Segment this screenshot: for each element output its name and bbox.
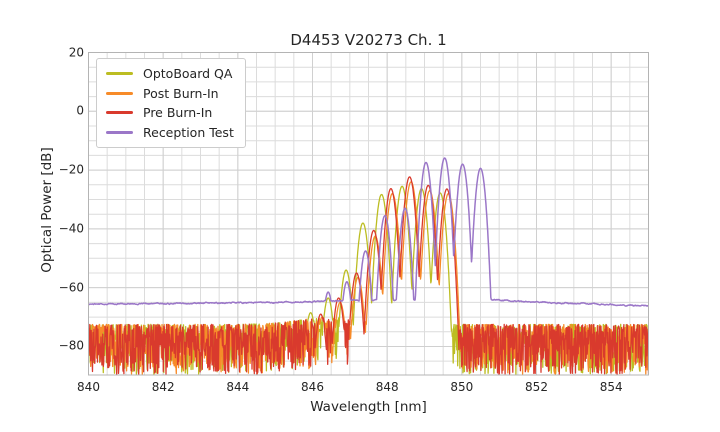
legend-entry-reception-test: Reception Test <box>106 123 234 143</box>
x-tick-label: 854 <box>599 380 623 394</box>
x-tick-label: 840 <box>77 380 100 394</box>
y-tick-label: 20 <box>68 45 84 60</box>
legend: OptoBoard QA Post Burn-In Pre Burn-In Re… <box>96 58 246 148</box>
legend-entry-post-burn-in: Post Burn-In <box>106 84 234 104</box>
legend-label: Pre Burn-In <box>143 105 213 121</box>
y-tick-label: 0 <box>76 104 84 119</box>
x-tick-label: 852 <box>525 380 548 394</box>
y-tick-label: −40 <box>58 221 84 236</box>
legend-line-swatch <box>106 72 133 76</box>
chart-title: D4453 V20273 Ch. 1 <box>290 31 447 49</box>
legend-label: OptoBoard QA <box>143 66 233 82</box>
legend-line-swatch <box>106 111 133 115</box>
legend-line-swatch <box>106 91 133 95</box>
x-tick-label: 846 <box>301 380 324 394</box>
y-tick-label: −60 <box>58 280 84 295</box>
legend-entry-pre-burn-in: Pre Burn-In <box>106 103 234 123</box>
y-tick-label: −80 <box>58 339 84 354</box>
x-tick-label: 848 <box>375 380 399 394</box>
y-tick-label: −20 <box>58 162 84 177</box>
legend-line-swatch <box>106 130 133 134</box>
y-axis-label: Optical Power [dB] <box>39 147 55 273</box>
legend-label: Reception Test <box>143 124 234 140</box>
legend-label: Post Burn-In <box>143 85 219 101</box>
x-tick-label: 844 <box>226 380 250 394</box>
x-axis-label: Wavelength [nm] <box>310 399 427 415</box>
x-tick-label: 842 <box>151 380 175 394</box>
x-tick-label: 850 <box>450 380 474 394</box>
trace-reception-test <box>88 157 649 307</box>
legend-entry-optoboard-qa: OptoBoard QA <box>106 64 234 84</box>
